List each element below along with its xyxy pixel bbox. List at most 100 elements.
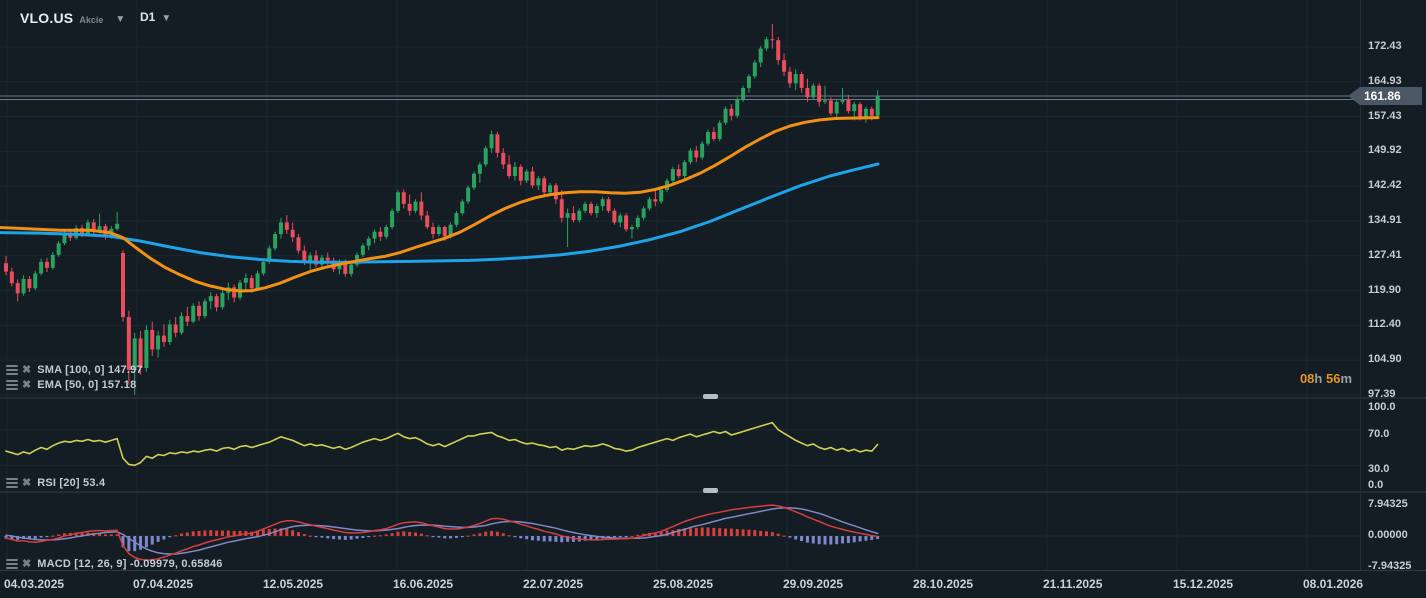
chevron-down-icon[interactable]: ▼	[161, 12, 172, 24]
macd-histogram-bar	[57, 534, 61, 536]
macd-histogram-bar	[185, 532, 189, 536]
price-axis[interactable]: 172.43 164.93 157.43 149.92 142.42 134.91 127.…	[1360, 0, 1426, 573]
candle	[21, 278, 26, 294]
macd-histogram-bar	[256, 530, 260, 536]
timeframe-label: D1	[140, 10, 156, 24]
candle	[296, 237, 301, 251]
candle	[863, 108, 868, 119]
candle	[197, 305, 202, 317]
macd-histogram-bar	[437, 536, 441, 538]
macd-histogram-bar	[876, 536, 880, 539]
macd-histogram-bar	[794, 536, 798, 540]
macd-histogram-bar	[805, 536, 809, 543]
macd-histogram-bar	[501, 533, 505, 536]
candle	[670, 169, 675, 181]
candle	[325, 257, 330, 261]
macd-histogram-bar	[595, 536, 599, 540]
macd-histogram-bar	[536, 536, 540, 541]
macd-histogram-bar	[659, 531, 663, 536]
candle	[518, 166, 523, 181]
macd-histogram-bar	[864, 536, 868, 541]
macd-histogram-bar	[858, 536, 862, 542]
macd-histogram-bar	[355, 536, 359, 539]
x-axis-label: 12.05.2025	[263, 577, 324, 591]
time-axis[interactable]: 04.03.2025 07.04.2025 12.05.2025 16.06.2025…	[0, 570, 1426, 598]
candle	[161, 335, 166, 343]
macd-histogram-bar	[694, 527, 698, 536]
x-axis-label: 22.07.2025	[523, 577, 584, 591]
candle	[635, 217, 640, 228]
candle	[828, 100, 833, 114]
indicator-settings-icon[interactable]	[6, 380, 18, 390]
indicator-remove-icon[interactable]: ✖	[22, 558, 32, 570]
macd-histogram-bar	[443, 536, 447, 539]
candle	[858, 104, 863, 119]
macd-histogram-bar	[782, 535, 786, 537]
price-tag-arrow-icon	[1348, 87, 1360, 105]
candle	[302, 250, 307, 261]
macd-histogram-bar	[770, 532, 774, 536]
indicator-row-sma: ✖ SMA [100, 0] 147.97	[6, 364, 143, 376]
candle	[243, 278, 248, 283]
indicator-remove-icon[interactable]: ✖	[22, 364, 32, 376]
candle	[834, 101, 839, 114]
chevron-down-icon[interactable]: ▼	[115, 13, 126, 25]
price-axis-label: 112.40	[1368, 318, 1402, 331]
indicator-settings-icon[interactable]	[6, 478, 18, 488]
candle	[524, 171, 529, 181]
indicator-remove-icon[interactable]: ✖	[22, 379, 32, 391]
rsi-axis-label: 70.0	[1368, 427, 1390, 440]
candle	[711, 131, 716, 139]
macd-histogram-bar	[829, 536, 833, 545]
candle	[173, 324, 178, 333]
candle	[97, 226, 102, 232]
symbol-selector[interactable]: VLO.US Akcie ▼	[20, 10, 125, 26]
indicator-settings-icon[interactable]	[6, 559, 18, 569]
candle	[729, 108, 734, 116]
candle	[764, 39, 769, 49]
indicator-remove-icon[interactable]: ✖	[22, 477, 32, 489]
macd-histogram-bar	[531, 536, 534, 541]
macd-histogram-bar	[308, 535, 312, 537]
macd-histogram-bar	[220, 530, 224, 536]
candle	[799, 74, 804, 88]
indicator-label: RSI [20] 53.4	[37, 477, 106, 489]
macd-histogram-bar	[115, 534, 119, 536]
candle	[9, 271, 14, 284]
candle	[565, 213, 570, 218]
candle	[156, 335, 161, 350]
candle	[167, 324, 172, 343]
macd-histogram-bar	[51, 535, 55, 537]
macd-histogram-bar	[425, 535, 429, 537]
panel-resize-handle[interactable]	[703, 488, 718, 493]
candle	[460, 201, 465, 214]
x-axis-label: 15.12.2025	[1173, 577, 1234, 591]
indicator-settings-icon[interactable]	[6, 365, 18, 375]
macd-histogram-bar	[63, 533, 66, 536]
candle	[688, 150, 693, 163]
macd-histogram-bar	[261, 529, 265, 536]
candle	[15, 283, 20, 294]
macd-histogram-bar	[712, 527, 716, 536]
timeframe-selector[interactable]: D1 ▼	[140, 10, 171, 24]
candle	[875, 96, 880, 116]
macd-histogram-bar	[373, 535, 377, 537]
candle	[220, 292, 225, 308]
macd-histogram-bar	[162, 536, 166, 540]
macd-histogram-bar	[408, 532, 412, 536]
candle	[343, 262, 348, 274]
candle	[360, 245, 365, 255]
candle	[44, 261, 49, 268]
indicator-row-rsi: ✖ RSI [20] 53.4	[6, 477, 105, 489]
macd-axis-label: -7.94325	[1368, 560, 1412, 573]
candle	[682, 162, 687, 177]
candle	[413, 201, 418, 211]
candle	[431, 227, 436, 235]
macd-histogram-bar	[279, 528, 283, 536]
candle	[4, 263, 8, 272]
x-axis-label: 21.11.2025	[1043, 577, 1103, 591]
macd-histogram-bar	[121, 536, 125, 548]
panel-resize-handle[interactable]	[703, 394, 718, 399]
